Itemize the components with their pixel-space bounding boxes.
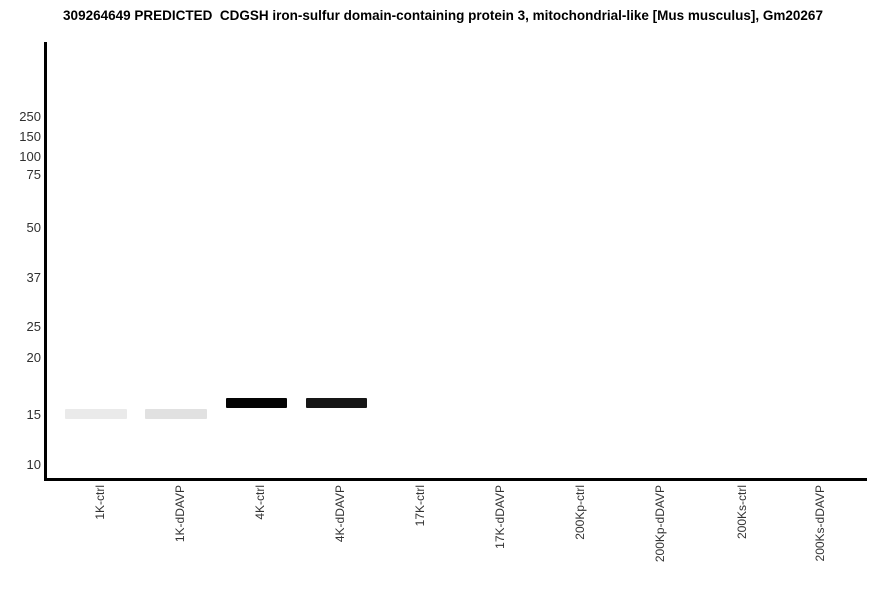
lane-label-text: 200Kp-ctrl [573, 485, 587, 540]
lane-label-text: 17K-dDAVP [493, 485, 507, 549]
lane-label-text: 200Kp-dDAVP [653, 485, 667, 563]
gel-band-1k-ctrl [65, 409, 127, 419]
x-axis-line [44, 478, 867, 481]
lane-label-text: 1K-ctrl [93, 485, 107, 520]
lane-label-text: 1K-dDAVP [173, 485, 187, 543]
lane-label-text: 200Ks-dDAVP [813, 485, 827, 562]
mw-marker-25: 25 [26, 319, 41, 334]
mw-marker-75: 75 [26, 167, 41, 182]
mw-marker-20: 20 [26, 350, 41, 365]
mw-marker-37: 37 [26, 270, 41, 285]
mw-marker-15: 15 [26, 407, 41, 422]
gel-band-1k-ddavp [145, 409, 207, 419]
gel-band-4k-ddavp [306, 398, 367, 408]
lane-label-text: 4K-dDAVP [333, 485, 347, 543]
lane-label-text: 200Ks-ctrl [735, 485, 749, 540]
lane-label-text: 4K-ctrl [253, 485, 267, 520]
mw-marker-100: 100 [19, 149, 41, 164]
y-axis-line [44, 42, 47, 481]
figure-title: 309264649 PREDICTED CDGSH iron-sulfur do… [63, 8, 823, 23]
mw-marker-250: 250 [19, 109, 41, 124]
mw-marker-10: 10 [26, 457, 41, 472]
gel-band-4k-ctrl [226, 398, 287, 408]
mw-marker-50: 50 [26, 220, 41, 235]
lane-label-text: 17K-ctrl [413, 485, 427, 527]
mw-marker-150: 150 [19, 129, 41, 144]
